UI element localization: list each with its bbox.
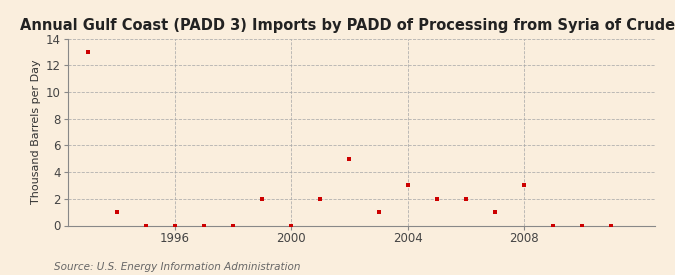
Title: Annual Gulf Coast (PADD 3) Imports by PADD of Processing from Syria of Crude Oil: Annual Gulf Coast (PADD 3) Imports by PA… (20, 18, 675, 33)
Text: Source: U.S. Energy Information Administration: Source: U.S. Energy Information Administ… (54, 262, 300, 272)
Y-axis label: Thousand Barrels per Day: Thousand Barrels per Day (32, 60, 41, 204)
